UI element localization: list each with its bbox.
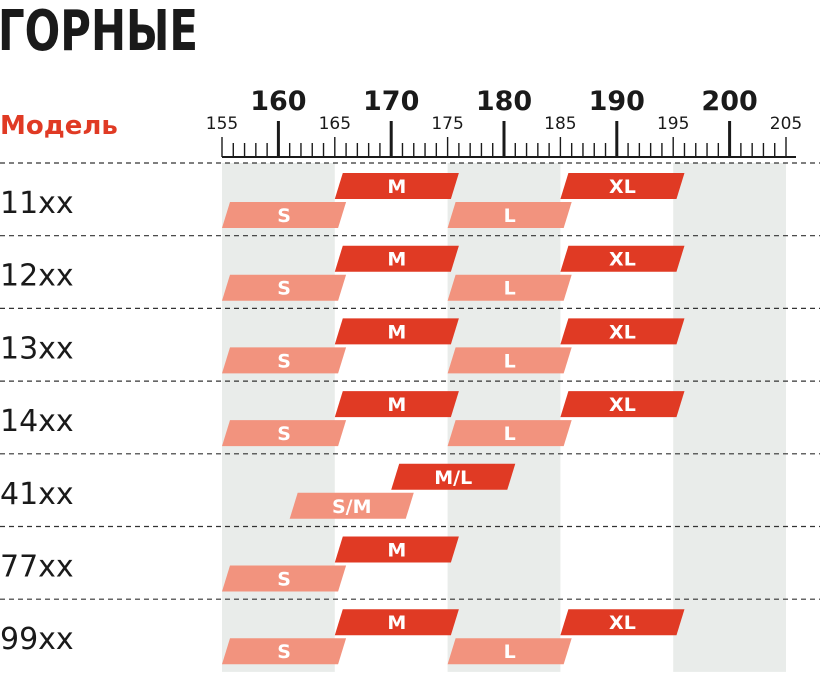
size-bar-label: XL bbox=[609, 612, 636, 634]
size-bar-s bbox=[222, 274, 347, 301]
size-bar-s bbox=[222, 347, 347, 374]
size-bar-label: S bbox=[277, 278, 291, 300]
size-bar-l bbox=[447, 202, 572, 228]
size-bar-l bbox=[447, 274, 572, 301]
size-bar-l bbox=[447, 638, 572, 665]
size-bar-label: S bbox=[277, 350, 291, 372]
major-tick-label-180: 180 bbox=[476, 86, 532, 117]
size-bar-label: M bbox=[387, 249, 406, 271]
size-bar-xl bbox=[560, 245, 685, 272]
size-bar-label: M bbox=[387, 176, 406, 198]
model-row-11xx: 11xx S M L XL bbox=[0, 173, 685, 228]
major-tick-label-200: 200 bbox=[701, 86, 757, 117]
size-bar-label: M bbox=[387, 540, 406, 562]
major-tick-label-160: 160 bbox=[250, 86, 306, 117]
tick-label-195: 195 bbox=[657, 114, 689, 134]
size-bar-label: M bbox=[387, 394, 406, 416]
size-bar-label: S bbox=[277, 641, 291, 663]
size-bar-label: XL bbox=[609, 249, 636, 271]
size-bar-label: L bbox=[504, 278, 516, 300]
size-bar-label: L bbox=[504, 205, 516, 227]
size-bar-s bbox=[222, 565, 347, 592]
size-bar-s bbox=[222, 420, 347, 447]
size-bar-l bbox=[447, 347, 572, 374]
model-row-77xx: 77xx S M bbox=[0, 536, 459, 592]
size-bar-m bbox=[334, 318, 459, 345]
size-bar-label: M/L bbox=[434, 467, 472, 489]
size-bar-label: M bbox=[387, 321, 406, 343]
tick-label-175: 175 bbox=[431, 114, 463, 134]
tick-label-185: 185 bbox=[544, 114, 576, 134]
shaded-bands bbox=[222, 163, 786, 672]
model-row-41xx: 41xx S/M M/L bbox=[0, 463, 516, 519]
size-bar-label: XL bbox=[609, 176, 636, 198]
model-row-99xx: 99xx S M L XL bbox=[0, 609, 685, 665]
size-bar-xl bbox=[560, 173, 685, 199]
model-label: 99xx bbox=[0, 622, 74, 657]
model-label: 11xx bbox=[0, 186, 74, 221]
size-bar-m-l bbox=[391, 463, 516, 490]
tick-label-205: 205 bbox=[770, 114, 802, 134]
shaded-band-2 bbox=[673, 163, 786, 672]
height-axis: 160 170 180 190 200 155 165 175 185 195 205 bbox=[206, 86, 802, 158]
size-bar-xl bbox=[560, 318, 685, 345]
shaded-band-1 bbox=[447, 163, 561, 672]
size-bar-m bbox=[334, 173, 459, 199]
shaded-band-0 bbox=[222, 163, 335, 672]
size-bar-m bbox=[334, 536, 459, 563]
size-bar-label: S bbox=[277, 569, 291, 591]
size-bar-label: M bbox=[387, 612, 406, 634]
size-bar-label: L bbox=[504, 423, 516, 445]
row-header-model: Модель bbox=[0, 111, 118, 141]
size-bar-l bbox=[447, 420, 572, 447]
size-bar-label: L bbox=[504, 350, 516, 372]
size-bar-label: L bbox=[504, 641, 516, 663]
model-label: 41xx bbox=[0, 477, 74, 512]
size-bar-label: XL bbox=[609, 394, 636, 416]
tick-label-155: 155 bbox=[206, 114, 238, 134]
model-row-14xx: 14xx S M L XL bbox=[0, 391, 685, 447]
size-bar-label: S bbox=[277, 205, 291, 227]
model-label: 13xx bbox=[0, 331, 74, 366]
major-tick-label-190: 190 bbox=[589, 86, 645, 117]
model-row-13xx: 13xx S M L XL bbox=[0, 318, 685, 374]
major-tick-label-170: 170 bbox=[363, 86, 419, 117]
size-bar-m bbox=[334, 245, 459, 272]
size-bar-xl bbox=[560, 391, 685, 418]
size-bar-label: S bbox=[277, 423, 291, 445]
tick-label-165: 165 bbox=[319, 114, 351, 134]
model-label: 77xx bbox=[0, 550, 74, 585]
size-bar-xl bbox=[560, 609, 685, 636]
model-row-12xx: 12xx S M L XL bbox=[0, 245, 685, 301]
chart-title: ГОРНЫЕ bbox=[0, 0, 198, 64]
model-label: 14xx bbox=[0, 404, 74, 439]
size-bar-label: XL bbox=[609, 321, 636, 343]
model-label: 12xx bbox=[0, 259, 74, 294]
size-bar-m bbox=[334, 609, 459, 636]
size-bar-s-m bbox=[289, 492, 414, 519]
size-bar-label: S/M bbox=[332, 496, 372, 518]
size-bar-m bbox=[334, 391, 459, 418]
model-rows: 11xx S M L XL 12xx S M L XL 13xx S M L XL 14xx S M L XL 41xx… bbox=[0, 162, 820, 665]
size-bar-s bbox=[222, 202, 347, 228]
size-bar-s bbox=[222, 638, 347, 665]
